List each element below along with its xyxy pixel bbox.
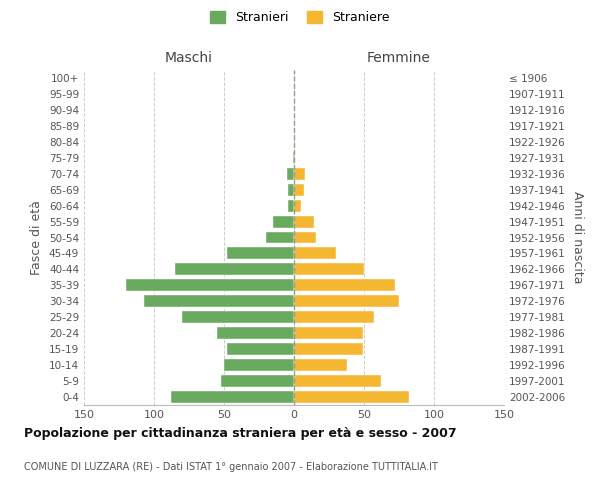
Text: Popolazione per cittadinanza straniera per età e sesso - 2007: Popolazione per cittadinanza straniera p… <box>24 428 457 440</box>
Bar <box>294 296 399 308</box>
Text: Femmine: Femmine <box>367 51 431 65</box>
Bar <box>144 296 294 308</box>
Bar <box>289 184 294 196</box>
Bar <box>294 168 305 179</box>
Y-axis label: Fasce di età: Fasce di età <box>31 200 43 275</box>
Y-axis label: Anni di nascita: Anni di nascita <box>571 191 584 284</box>
Legend: Stranieri, Straniere: Stranieri, Straniere <box>205 6 395 29</box>
Bar <box>294 232 316 243</box>
Bar <box>289 200 294 211</box>
Bar <box>294 343 362 355</box>
Bar <box>175 264 294 276</box>
Bar <box>126 280 294 291</box>
Bar <box>227 343 294 355</box>
Text: COMUNE DI LUZZARA (RE) - Dati ISTAT 1° gennaio 2007 - Elaborazione TUTTITALIA.IT: COMUNE DI LUZZARA (RE) - Dati ISTAT 1° g… <box>24 462 438 472</box>
Bar <box>294 280 395 291</box>
Bar <box>294 359 347 371</box>
Bar <box>294 264 364 276</box>
Bar <box>294 312 374 323</box>
Bar <box>294 248 336 260</box>
Bar <box>287 168 294 179</box>
Bar <box>294 136 295 148</box>
Bar <box>171 391 294 403</box>
Bar <box>294 216 314 228</box>
Bar <box>217 327 294 339</box>
Bar <box>182 312 294 323</box>
Bar <box>221 375 294 387</box>
Bar <box>294 152 295 164</box>
Bar <box>293 152 294 164</box>
Bar <box>224 359 294 371</box>
Bar <box>273 216 294 228</box>
Bar <box>266 232 294 243</box>
Bar <box>294 391 409 403</box>
Bar <box>227 248 294 260</box>
Bar <box>294 327 362 339</box>
Text: Maschi: Maschi <box>165 51 213 65</box>
Bar <box>294 184 304 196</box>
Bar <box>294 375 381 387</box>
Bar <box>294 200 301 211</box>
